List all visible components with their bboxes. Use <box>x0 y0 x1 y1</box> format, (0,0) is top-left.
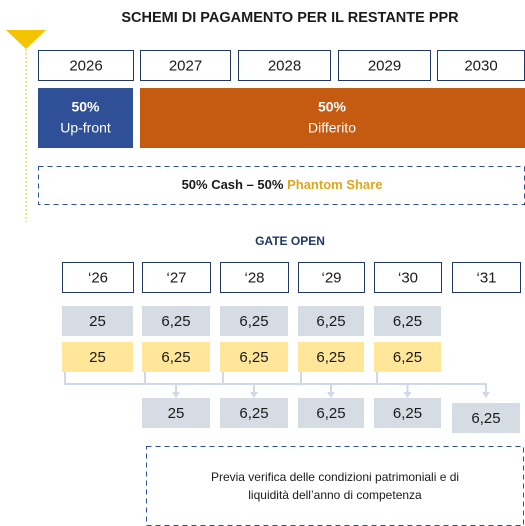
connector-head <box>403 392 412 398</box>
short-year: ‘29 <box>321 269 341 286</box>
connector-head <box>250 392 258 398</box>
year: 2029 <box>368 57 401 74</box>
released-value: 25 <box>168 405 185 422</box>
phantom-value-box <box>142 342 210 372</box>
title: SCHEMI DI PAGAMENTO PER IL RESTANTE PPR <box>121 10 459 26</box>
cash-value: 6,25 <box>161 313 190 330</box>
upfront-label: Up-front <box>60 120 111 136</box>
released-value: 6,25 <box>316 405 345 422</box>
short-year-box <box>142 262 211 293</box>
year: 2028 <box>268 57 301 74</box>
upfront-block <box>38 88 133 148</box>
year-box <box>238 50 331 81</box>
upfront-percent: 50% <box>71 99 100 115</box>
phantom-value: 6,25 <box>161 349 190 366</box>
phantom-value-box <box>220 342 288 372</box>
note-line: Previa verifica delle condizioni patrimo… <box>211 470 459 484</box>
deferred-block <box>140 88 525 148</box>
connector-head <box>482 392 490 398</box>
phantom-value: 6,25 <box>393 349 422 366</box>
cash-value-box <box>142 306 210 336</box>
short-year: ‘26 <box>88 269 108 286</box>
cash-value-box <box>220 306 288 336</box>
released-value-box <box>452 403 520 433</box>
short-year-box <box>220 262 289 293</box>
year: 2030 <box>464 57 497 74</box>
year: 2027 <box>169 57 202 74</box>
deferred-label: Differito <box>308 120 356 136</box>
year-box <box>140 50 231 81</box>
cash-text: 50% Cash – 50% <box>182 177 288 192</box>
short-year: ‘31 <box>476 269 496 286</box>
released-value: 6,25 <box>239 405 268 422</box>
short-year-box <box>298 262 365 293</box>
phantom-value-box <box>374 342 441 372</box>
released-value: 6,25 <box>471 410 500 427</box>
gate-title: GATE OPEN <box>255 234 325 248</box>
year: 2026 <box>69 57 102 74</box>
phantom-value-box <box>62 342 133 372</box>
short-year-box <box>62 262 134 293</box>
released-value: 6,25 <box>393 405 422 422</box>
cash-value: 6,25 <box>393 313 422 330</box>
connector-head <box>172 392 180 398</box>
cash-value-box <box>62 306 133 336</box>
connector <box>64 372 177 394</box>
cash-value: 6,25 <box>239 313 268 330</box>
phantom-value: 6,25 <box>316 349 345 366</box>
released-value-box <box>220 398 288 428</box>
released-value-box <box>142 398 210 428</box>
cash-note: 50% Cash – 50% Phantom Share <box>182 177 383 192</box>
short-year-box <box>374 262 442 293</box>
note-box <box>146 446 524 526</box>
phantom-value-box <box>298 342 364 372</box>
connector <box>376 372 487 394</box>
short-year-box <box>452 262 521 293</box>
marker-triangle <box>6 30 46 49</box>
released-value-box <box>298 398 364 428</box>
year-box <box>338 50 431 81</box>
cash-value: 25 <box>89 313 106 330</box>
connector-head <box>327 392 335 398</box>
connector <box>222 372 332 394</box>
short-year: ‘30 <box>398 269 418 286</box>
cash-value-box <box>374 306 441 336</box>
cash-value: 6,25 <box>316 313 345 330</box>
phantom-value: 25 <box>89 349 106 366</box>
short-year: ‘27 <box>166 269 186 286</box>
released-value-box <box>374 398 441 428</box>
connector <box>144 372 255 394</box>
note-line: liquidità dell’anno di competenza <box>248 488 422 502</box>
phantom-value: 6,25 <box>239 349 268 366</box>
phantom-text: Phantom Share <box>287 177 382 192</box>
short-year: ‘28 <box>244 269 264 286</box>
deferred-percent: 50% <box>318 99 347 115</box>
cash-value-box <box>298 306 364 336</box>
connector <box>300 372 409 394</box>
year-box <box>38 50 134 81</box>
